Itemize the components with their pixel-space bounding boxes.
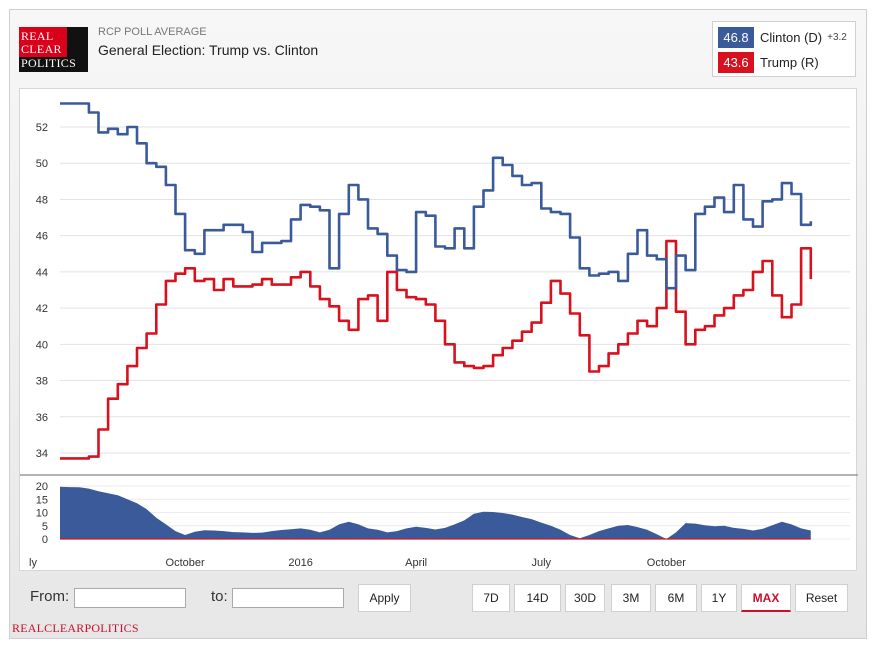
y-tick-label-46: 46 — [36, 231, 48, 243]
y-tick-label-50: 50 — [36, 158, 48, 170]
x-tick-label-2: 2016 — [288, 557, 312, 569]
series-line-clinton — [60, 102, 813, 290]
range-button-7d[interactable]: 7D — [472, 584, 510, 612]
chart-title: General Election: Trump vs. Clinton — [98, 42, 319, 58]
from-label: From: — [30, 588, 70, 605]
range-button-30d[interactable]: 30D — [565, 584, 605, 612]
to-label: to: — [211, 588, 228, 605]
y-tick-label-38: 38 — [36, 376, 48, 388]
legend-clinton[interactable]: 46.8 Clinton (D) +3.2 — [718, 27, 847, 48]
logo-line-1: REAL — [21, 29, 54, 43]
range-button-reset[interactable]: Reset — [795, 584, 848, 612]
y-tick-label-42: 42 — [36, 303, 48, 315]
spread-y-tick-label-0: 0 — [42, 534, 48, 546]
legend-trump[interactable]: 43.6 Trump (R) — [718, 52, 819, 73]
x-tick-label-3: April — [405, 557, 427, 569]
y-tick-label-44: 44 — [36, 267, 48, 279]
clinton-label: Clinton (D) — [760, 30, 823, 45]
trump-value-badge: 43.6 — [718, 52, 754, 73]
spread-area — [60, 486, 811, 539]
y-tick-label-52: 52 — [36, 122, 48, 134]
range-button-3m[interactable]: 3M — [611, 584, 651, 612]
spread-y-tick-label-15: 15 — [36, 494, 48, 506]
range-button-1y[interactable]: 1Y — [701, 584, 737, 612]
range-button-max[interactable]: MAX — [741, 584, 791, 612]
y-tick-label-36: 36 — [36, 412, 48, 424]
x-tick-label-1: October — [166, 557, 205, 569]
chart-kicker: RCP POLL AVERAGE — [98, 26, 207, 38]
to-date-input[interactable] — [232, 588, 344, 608]
chart-area[interactable]: 34 36 38 40 42 44 46 48 50 52 0 5 10 15 20 ly October 201… — [19, 88, 858, 572]
clinton-spread: +3.2 — [827, 32, 847, 43]
spread-y-tick-label-5: 5 — [42, 521, 48, 533]
y-tick-label-34: 34 — [36, 448, 48, 460]
range-button-6m[interactable]: 6M — [655, 584, 697, 612]
trump-label: Trump (R) — [760, 55, 819, 70]
rcp-logo: REAL CLEAR POLITICS — [19, 27, 88, 72]
x-tick-label-5: October — [647, 557, 686, 569]
apply-button[interactable]: Apply — [358, 584, 411, 612]
y-tick-label-48: 48 — [36, 194, 48, 206]
logo-line-3: POLITICS — [21, 56, 77, 70]
x-tick-label-0: ly — [29, 557, 37, 569]
from-date-input[interactable] — [74, 588, 186, 608]
date-range-controls: From: to: Apply 7D 14D 30D 3M 6M 1Y MAX Reset — [19, 576, 857, 619]
range-button-14d[interactable]: 14D — [514, 584, 561, 612]
clinton-value-badge: 46.8 — [718, 27, 754, 48]
x-tick-label-4: July — [531, 557, 551, 569]
spread-y-tick-label-20: 20 — [36, 481, 48, 493]
logo-line-2: CLEAR — [21, 42, 62, 56]
series-line-trump — [60, 239, 813, 460]
legend-box: 46.8 Clinton (D) +3.2 43.6 Trump (R) — [712, 21, 856, 77]
y-tick-label-40: 40 — [36, 339, 48, 351]
footer-brand: REALCLEARPOLITICS — [12, 621, 139, 635]
spread-y-tick-label-10: 10 — [36, 508, 48, 520]
